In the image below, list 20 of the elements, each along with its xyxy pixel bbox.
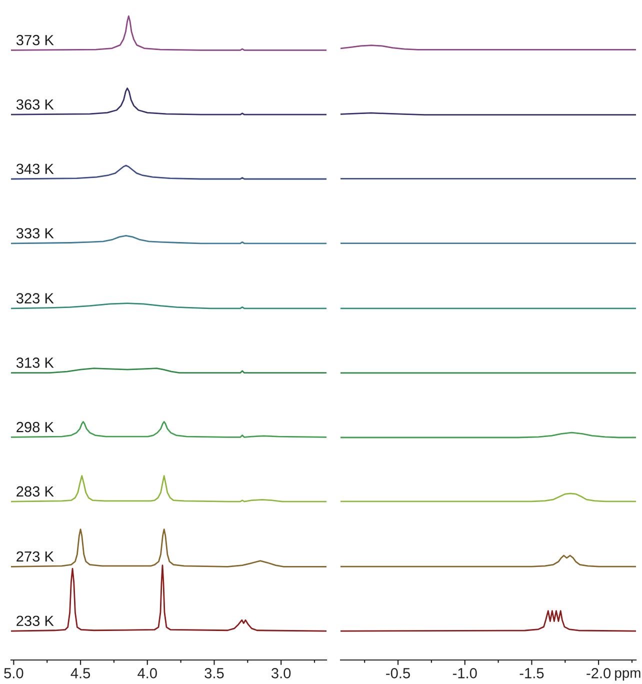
series-label: 233 K xyxy=(16,616,54,626)
x-tick-label: -1.0 xyxy=(452,668,477,678)
series-label: 333 K xyxy=(16,228,54,238)
x-axis-title: ppm xyxy=(615,670,640,681)
series-label: 313 K xyxy=(16,358,54,368)
x-tick-label: 5.0 xyxy=(4,668,24,678)
x-tick-label: -1.5 xyxy=(520,668,544,678)
series-label: 373 K xyxy=(16,34,54,46)
x-tick-label: 3.0 xyxy=(271,668,291,678)
series-label: 363 K xyxy=(16,99,54,110)
x-tick-label: 4.0 xyxy=(138,668,157,678)
series-label: 283 K xyxy=(16,486,54,497)
x-tick-label: 3.5 xyxy=(204,668,224,678)
series-label: 323 K xyxy=(16,293,54,304)
x-tick-label: -2.0 xyxy=(586,668,611,678)
series-label: 273 K xyxy=(16,551,54,562)
x-tick-label: -0.5 xyxy=(386,668,410,678)
series-label: 298 K xyxy=(16,422,54,432)
series-label: 343 K xyxy=(16,164,54,174)
x-tick-label: 4.5 xyxy=(70,668,90,678)
